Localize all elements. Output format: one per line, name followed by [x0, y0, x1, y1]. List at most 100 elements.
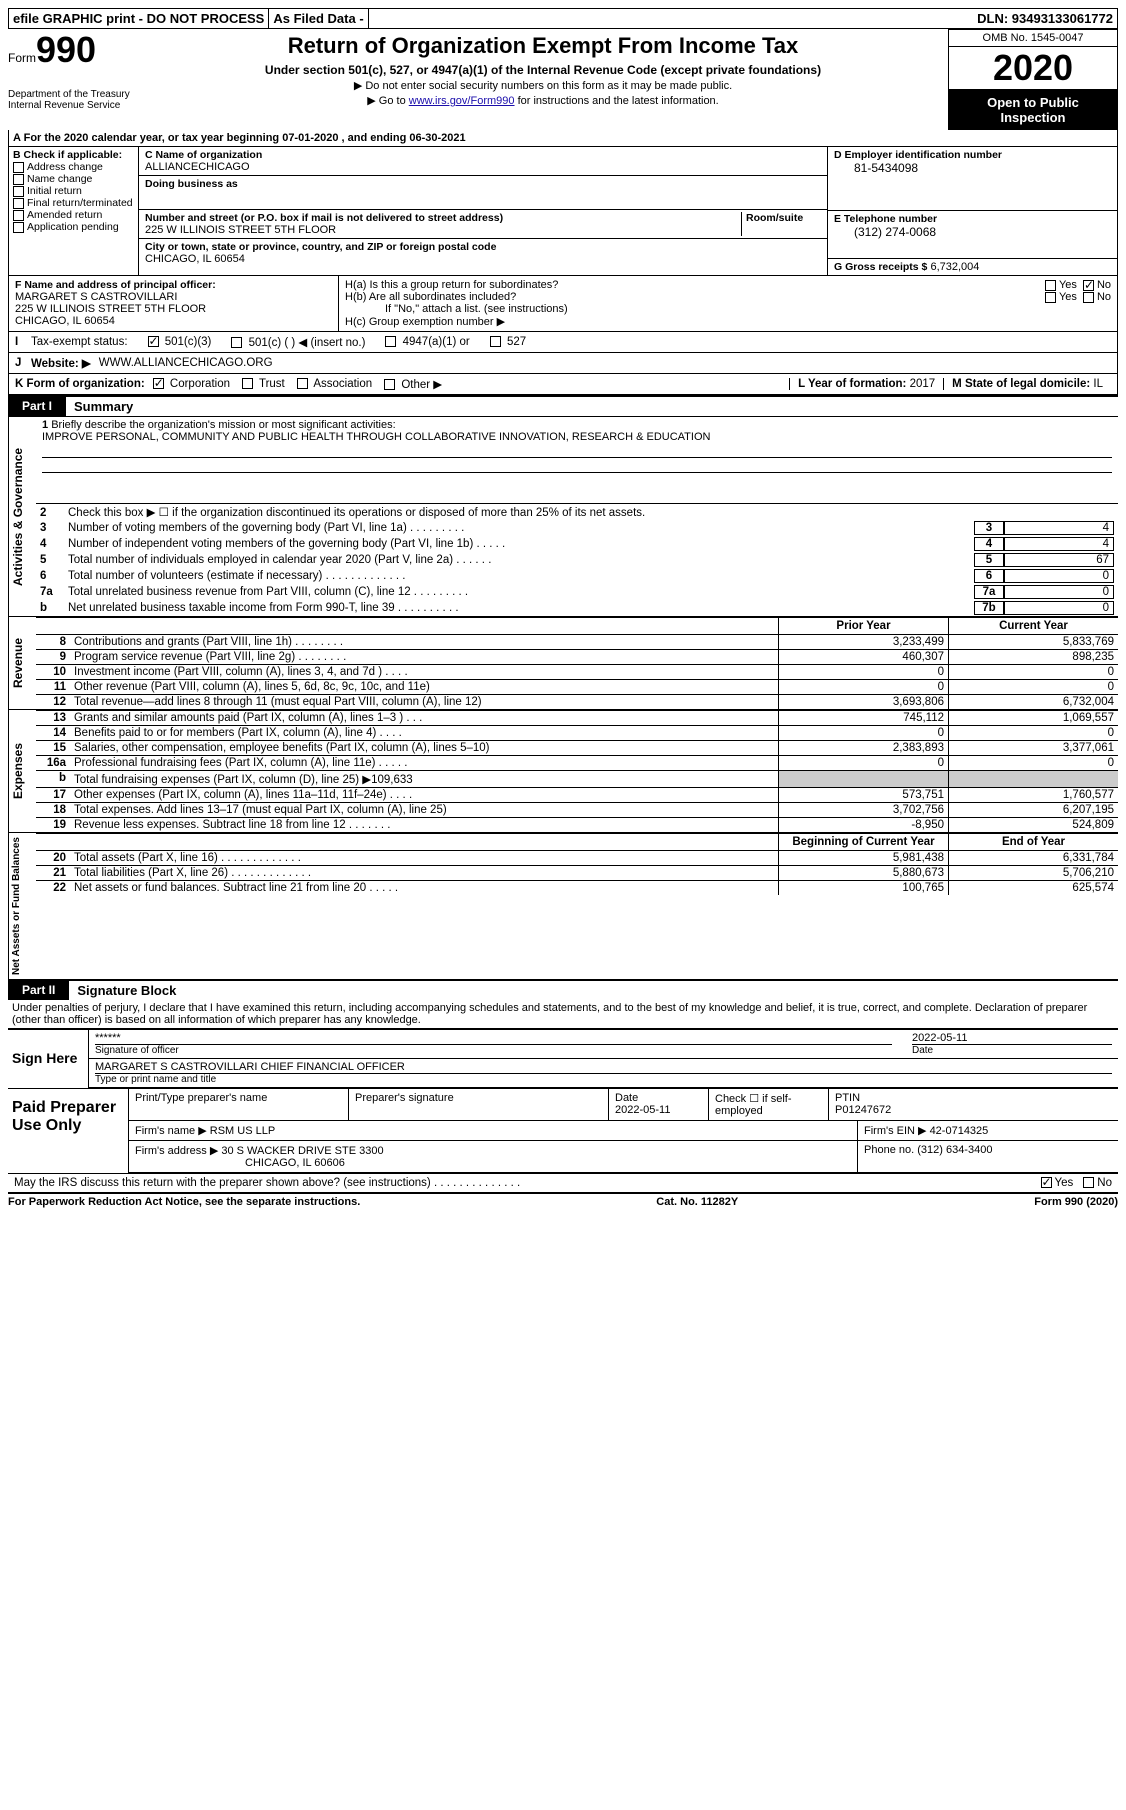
efile-notice: efile GRAPHIC print - DO NOT PROCESS	[9, 9, 269, 28]
cb-address-change[interactable]: Address change	[13, 161, 134, 173]
hb-label: H(b) Are all subordinates included?	[345, 291, 1045, 303]
principal-officer: F Name and address of principal officer:…	[9, 276, 339, 331]
rev-line-8: 8Contributions and grants (Part VIII, li…	[36, 634, 1118, 649]
exp-line-18: 18Total expenses. Add lines 13–17 (must …	[36, 802, 1118, 817]
hb-note: If "No," attach a list. (see instruction…	[345, 303, 1111, 315]
cb-501c[interactable]: 501(c) ( ) ◀ (insert no.)	[231, 335, 365, 349]
tax-year-range: For the 2020 calendar year, or tax year …	[24, 132, 466, 144]
dept-treasury: Department of the Treasury Internal Reve…	[8, 89, 138, 111]
exp-line-15: 15Salaries, other compensation, employee…	[36, 740, 1118, 755]
ein-label: D Employer identification number	[834, 149, 1111, 161]
may-irs-yes[interactable]: Yes	[1041, 1177, 1074, 1189]
officer-label: F Name and address of principal officer:	[15, 279, 332, 291]
cb-527[interactable]: 527	[490, 336, 526, 348]
irs-gov-link[interactable]: www.irs.gov/Form990	[409, 95, 515, 107]
type-title-label: Type or print name and title	[95, 1074, 1112, 1085]
cb-amended-return[interactable]: Amended return	[13, 209, 134, 221]
exp-line-19: 19Revenue less expenses. Subtract line 1…	[36, 817, 1118, 832]
cb-trust[interactable]: Trust	[242, 378, 285, 390]
ptin-label: PTIN	[835, 1092, 860, 1104]
cb-other[interactable]: Other ▶	[384, 377, 442, 391]
exp-line-14: 14Benefits paid to or for members (Part …	[36, 725, 1118, 740]
form-label: Form990	[8, 29, 138, 71]
officer-name: MARGARET S CASTROVILLARI	[15, 291, 332, 303]
rev-header: Prior YearCurrent Year	[36, 617, 1118, 634]
cb-4947[interactable]: 4947(a)(1) or	[385, 336, 469, 348]
part2-header: Part II Signature Block	[8, 979, 1118, 1000]
ptin-value: P01247672	[835, 1104, 891, 1116]
sig-officer-label: Signature of officer	[95, 1045, 892, 1056]
year-formation: L Year of formation: 2017	[789, 378, 943, 390]
exp-line-13: 13Grants and similar amounts paid (Part …	[36, 710, 1118, 725]
tax-year: 2020	[948, 47, 1118, 90]
phone-label: E Telephone number	[834, 213, 1111, 225]
dba-label: Doing business as	[145, 178, 821, 190]
hb-no[interactable]: No	[1083, 291, 1111, 303]
officer-city: CHICAGO, IL 60654	[15, 315, 332, 327]
col-c: C Name of organization ALLIANCECHICAGO D…	[139, 147, 827, 275]
cb-initial-return[interactable]: Initial return	[13, 185, 134, 197]
side-expenses: Expenses	[8, 710, 36, 832]
na-header: Beginning of Current YearEnd of Year	[36, 833, 1118, 850]
hc-label: H(c) Group exemption number ▶	[345, 315, 1111, 328]
firm-city: CHICAGO, IL 60606	[245, 1157, 345, 1169]
state-domicile: M State of legal domicile: IL	[943, 378, 1111, 390]
prep-date: 2022-05-11	[615, 1104, 670, 1116]
rev-line-12: 12Total revenue—add lines 8 through 11 (…	[36, 694, 1118, 709]
paid-prep-label: Paid Preparer Use Only	[8, 1089, 128, 1173]
cat-no: Cat. No. 11282Y	[656, 1196, 738, 1208]
website-value: WWW.ALLIANCECHICAGO.ORG	[99, 357, 273, 369]
prep-sig-label: Preparer's signature	[349, 1089, 609, 1120]
section-h: H(a) Is this a group return for subordin…	[339, 276, 1117, 331]
line-1: 1 Briefly describe the organization's mi…	[36, 417, 1118, 504]
activities-governance: Activities & Governance 1 Briefly descri…	[8, 416, 1118, 616]
page-footer: For Paperwork Reduction Act Notice, see …	[8, 1192, 1118, 1208]
form-990-page: efile GRAPHIC print - DO NOT PROCESS As …	[0, 0, 1126, 1216]
prep-date-label: Date	[615, 1092, 638, 1104]
form-subtitle: Under section 501(c), 527, or 4947(a)(1)…	[142, 63, 944, 77]
ein-value: 81-5434098	[834, 161, 1111, 175]
cb-final-return[interactable]: Final return/terminated	[13, 197, 134, 209]
rev-line-11: 11Other revenue (Part VIII, column (A), …	[36, 679, 1118, 694]
org-name: ALLIANCECHICAGO	[145, 161, 821, 173]
exp-line-16a: 16aProfessional fundraising fees (Part I…	[36, 755, 1118, 770]
line-2: 2Check this box ▶ ☐ if the organization …	[36, 504, 1118, 520]
firm-ein-label: Firm's EIN ▶	[864, 1125, 927, 1137]
cb-corp[interactable]: Corporation	[153, 378, 230, 390]
cb-name-change[interactable]: Name change	[13, 173, 134, 185]
pra-notice: For Paperwork Reduction Act Notice, see …	[8, 1196, 360, 1208]
ha-no[interactable]: No	[1083, 279, 1111, 291]
signature-block: Sign Here ******Signature of officer2022…	[8, 1028, 1118, 1088]
header-center: Return of Organization Exempt From Incom…	[138, 29, 948, 130]
col-d: D Employer identification number 81-5434…	[827, 147, 1117, 275]
city-label: City or town, state or province, country…	[145, 241, 821, 253]
sig-date: 2022-05-11	[912, 1032, 1112, 1045]
na-line-22: 22Net assets or fund balances. Subtract …	[36, 880, 1118, 895]
may-irs-no[interactable]: No	[1083, 1177, 1112, 1189]
check-self-employed[interactable]: Check ☐ if self-employed	[709, 1089, 829, 1120]
gov-line-7a: 7aTotal unrelated business revenue from …	[36, 584, 1118, 600]
part1-header: Part I Summary	[8, 395, 1118, 416]
instr-goto: ▶ Go to www.irs.gov/Form990 for instruct…	[142, 94, 944, 107]
cb-501c3[interactable]: 501(c)(3)	[148, 336, 212, 348]
cb-application-pending[interactable]: Application pending	[13, 221, 134, 233]
exp-line-17: 17Other expenses (Part IX, column (A), l…	[36, 787, 1118, 802]
instr-ssn: ▶ Do not enter social security numbers o…	[142, 79, 944, 92]
date-label: Date	[912, 1045, 1112, 1056]
sig-stars: ******	[95, 1032, 892, 1045]
phone-value: (312) 274-0068	[834, 225, 1111, 239]
open-to-public: Open to Public Inspection	[948, 90, 1118, 130]
ha-yes[interactable]: Yes	[1045, 279, 1077, 291]
na-line-20: 20Total assets (Part X, line 16) . . . .…	[36, 850, 1118, 865]
hb-yes[interactable]: Yes	[1045, 291, 1077, 303]
na-line-21: 21Total liabilities (Part X, line 26) . …	[36, 865, 1118, 880]
cb-assoc[interactable]: Association	[297, 378, 372, 390]
exp-line-b: bTotal fundraising expenses (Part IX, co…	[36, 770, 1118, 787]
omb-number: OMB No. 1545-0047	[948, 29, 1118, 47]
rev-line-9: 9Program service revenue (Part VIII, lin…	[36, 649, 1118, 664]
gov-line-6: 6Total number of volunteers (estimate if…	[36, 568, 1118, 584]
part2-title: Signature Block	[69, 981, 184, 1000]
section-bcd: B Check if applicable: Address change Na…	[9, 146, 1117, 275]
gov-line-5: 5Total number of individuals employed in…	[36, 552, 1118, 568]
rev-line-10: 10Investment income (Part VIII, column (…	[36, 664, 1118, 679]
